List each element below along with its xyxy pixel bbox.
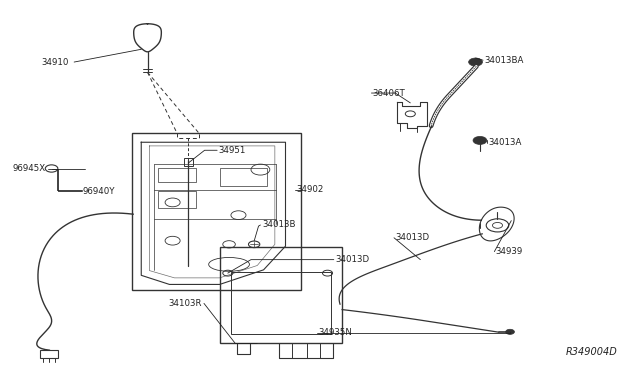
Text: 96945X: 96945X [12, 164, 45, 173]
Circle shape [468, 58, 483, 66]
Text: 34935N: 34935N [318, 328, 352, 337]
Circle shape [473, 137, 487, 144]
Text: R349004D: R349004D [566, 347, 618, 357]
Bar [184, 158, 193, 166]
Text: 34013A: 34013A [488, 138, 522, 147]
Bar [220, 168, 267, 186]
Bar [158, 168, 196, 182]
Bar [231, 272, 331, 334]
Text: 34902: 34902 [296, 185, 324, 194]
Bar [220, 247, 342, 343]
Bar [132, 133, 301, 290]
Text: 34951: 34951 [218, 146, 246, 155]
Bar [40, 350, 58, 358]
Text: 34939: 34939 [495, 247, 523, 256]
Circle shape [506, 329, 515, 334]
Text: 96940Y: 96940Y [83, 187, 115, 196]
Text: 34910: 34910 [42, 58, 69, 67]
Text: 36406T: 36406T [372, 89, 405, 97]
Text: 34013D: 34013D [396, 233, 429, 242]
Bar [158, 192, 196, 208]
Text: 34103R: 34103R [168, 299, 202, 308]
Text: 34013D: 34013D [335, 255, 369, 264]
Text: 34013BA: 34013BA [484, 56, 524, 65]
Text: 34013B: 34013B [262, 220, 296, 229]
